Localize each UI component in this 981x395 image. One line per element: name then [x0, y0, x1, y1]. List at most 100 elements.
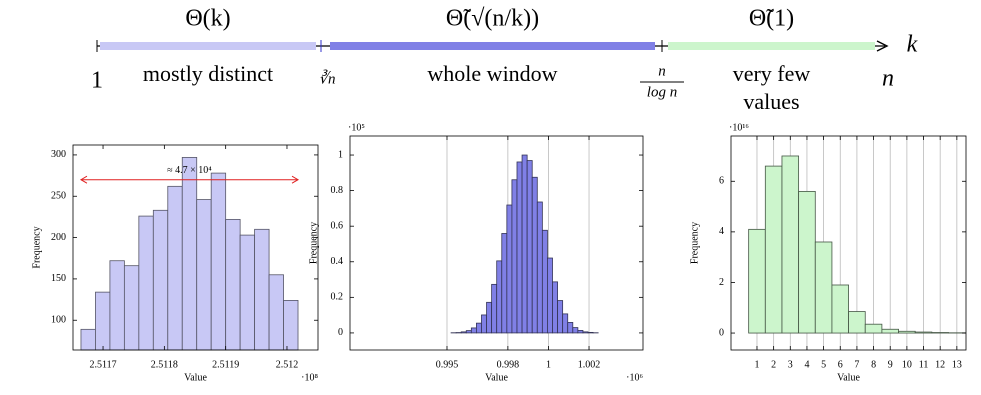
bar: [748, 228, 766, 334]
y-tick-label: 0.8: [331, 185, 344, 196]
axes-frame: [349, 135, 644, 351]
y-tick-label: 4: [719, 226, 724, 237]
bar: [848, 311, 866, 334]
bar: [798, 190, 816, 334]
bar: [283, 300, 299, 351]
segment-bar: [100, 42, 316, 50]
start-label: 1: [91, 68, 103, 94]
bar: [123, 265, 140, 351]
segment-bar: [668, 42, 875, 50]
x-axis-label: Value: [184, 372, 207, 383]
bar: [582, 331, 589, 334]
arrow-head: [291, 175, 300, 184]
bar: [486, 301, 493, 334]
x-tick-label: 1: [754, 359, 759, 370]
annotation-text: ≈ 4.7 × 10⁴: [167, 165, 212, 176]
y-multiplier: ·10⁵: [348, 122, 365, 133]
bar: [557, 300, 564, 334]
x-tick-label: 2.512: [276, 359, 299, 370]
bar: [210, 172, 227, 351]
bar: [531, 176, 538, 334]
bar: [470, 327, 477, 334]
bar: [167, 185, 183, 351]
y-tick-label: 250: [51, 191, 66, 202]
bar: [764, 165, 783, 334]
complexity-label: Θ(k): [185, 6, 230, 32]
x-tick-label: 0.998: [497, 359, 520, 370]
bar: [562, 313, 569, 334]
bar: [496, 260, 503, 334]
x-tick-label: 1.002: [578, 359, 601, 370]
y-axis-label: Frequency: [689, 222, 700, 264]
bar: [109, 260, 125, 351]
bar: [898, 330, 916, 334]
x-tick-label: 6: [838, 359, 843, 370]
arrow-head: [79, 175, 88, 184]
x-tick-label: 2.5117: [89, 359, 116, 370]
x-tick-label: 5: [821, 359, 826, 370]
y-tick-label: 150: [51, 273, 66, 284]
x-tick-label: 2.5118: [151, 359, 178, 370]
bar: [460, 331, 467, 334]
x-tick-label: 0.995: [436, 359, 459, 370]
bar: [501, 233, 508, 334]
y-axis-label: Frequency: [31, 226, 42, 268]
complexity-label: Θ̃(1): [749, 6, 794, 32]
bar: [577, 330, 584, 334]
bar: [914, 331, 933, 334]
y-tick-label: 200: [51, 232, 66, 243]
segment-description: whole window: [427, 61, 558, 86]
bar: [552, 281, 558, 334]
bar: [814, 241, 833, 334]
x-tick-label: 2: [771, 359, 776, 370]
y-tick-label: 0: [338, 327, 343, 338]
bar: [181, 156, 198, 351]
bar: [881, 328, 899, 334]
x-multiplier: ·10⁶: [626, 372, 643, 383]
bar: [521, 154, 528, 334]
y-tick-label: 0.4: [331, 256, 344, 267]
x-tick-label: 1: [546, 359, 551, 370]
bar: [465, 330, 472, 334]
bar: [268, 274, 284, 351]
bar: [516, 161, 523, 334]
bar: [526, 160, 533, 334]
x-tick-label: 9: [888, 359, 893, 370]
x-multiplier: ·10⁸: [301, 372, 318, 383]
chart: 2.5117 2.5118 2.5119 2.512 100 150 200 250 300 Va…: [31, 144, 319, 383]
segment-description: very few values: [732, 61, 811, 114]
y-tick-label: 100: [51, 315, 66, 326]
breakpoint-label: ∛n: [318, 69, 335, 87]
bar: [225, 218, 241, 351]
bar: [781, 155, 800, 334]
bar: [95, 291, 111, 351]
y-tick-label: 6: [719, 176, 724, 187]
x-tick-label: 8: [871, 359, 876, 370]
x-axis-label: Value: [837, 372, 860, 383]
bar: [481, 314, 487, 334]
bar: [567, 322, 574, 334]
y-tick-label: 0.2: [331, 292, 344, 303]
bar: [864, 323, 883, 334]
bar: [506, 204, 513, 334]
axis-label: k: [907, 32, 918, 58]
fraction-denominator: log n: [647, 84, 677, 100]
x-tick-label: 12: [935, 359, 945, 370]
y-multiplier: ·10¹⁶: [729, 122, 749, 133]
y-tick-label: 0: [719, 327, 724, 338]
y-axis-label: Frequency: [308, 222, 319, 264]
axes-frame: [730, 135, 967, 351]
bar: [587, 331, 594, 334]
bar: [511, 179, 518, 334]
segment-description: mostly distinct: [142, 61, 274, 86]
fraction-numerator: n: [658, 63, 666, 79]
x-tick-label: 4: [804, 359, 809, 370]
bar: [138, 215, 154, 351]
bar: [536, 201, 543, 334]
bar: [572, 327, 579, 334]
x-tick-label: 7: [854, 359, 859, 370]
bar: [80, 328, 96, 351]
